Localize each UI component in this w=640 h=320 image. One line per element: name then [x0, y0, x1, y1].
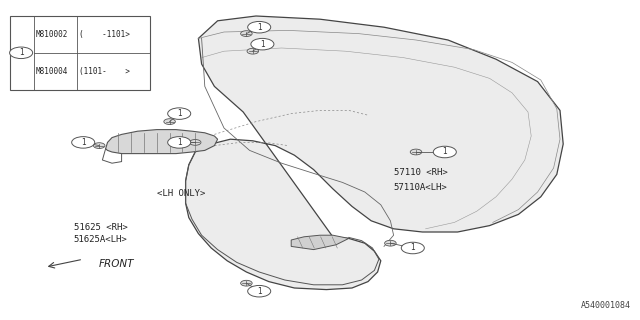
- Circle shape: [248, 285, 271, 297]
- Polygon shape: [106, 130, 218, 154]
- Circle shape: [164, 119, 175, 124]
- Text: 1: 1: [81, 138, 86, 147]
- Text: 1: 1: [410, 244, 415, 252]
- Text: 57110 <RH>: 57110 <RH>: [394, 168, 447, 177]
- Text: (1101-    >: (1101- >: [79, 67, 129, 76]
- Circle shape: [385, 240, 396, 246]
- Text: 1: 1: [257, 23, 262, 32]
- Text: (    -1101>: ( -1101>: [79, 30, 129, 39]
- Circle shape: [251, 38, 274, 50]
- Text: 1: 1: [260, 40, 265, 49]
- Text: M810002: M810002: [36, 30, 68, 39]
- Circle shape: [93, 143, 105, 148]
- Circle shape: [168, 108, 191, 119]
- Circle shape: [241, 31, 252, 36]
- Text: A540001084: A540001084: [580, 301, 630, 310]
- Text: 1: 1: [177, 138, 182, 147]
- Circle shape: [168, 137, 191, 148]
- Circle shape: [248, 21, 271, 33]
- Circle shape: [10, 47, 33, 59]
- Text: M810004: M810004: [36, 67, 68, 76]
- Text: 1: 1: [257, 287, 262, 296]
- Text: 51625 <RH>: 51625 <RH>: [74, 223, 127, 232]
- Text: 1: 1: [19, 48, 24, 57]
- Polygon shape: [291, 235, 349, 250]
- Circle shape: [401, 242, 424, 254]
- Text: 57110A<LH>: 57110A<LH>: [394, 183, 447, 192]
- Polygon shape: [186, 16, 563, 290]
- Text: FRONT: FRONT: [99, 259, 134, 269]
- Bar: [10, 16, 150, 90]
- Circle shape: [241, 280, 252, 286]
- Circle shape: [72, 137, 95, 148]
- Circle shape: [247, 48, 259, 54]
- Text: 51625A<LH>: 51625A<LH>: [74, 236, 127, 244]
- Circle shape: [433, 146, 456, 158]
- Text: 1: 1: [442, 148, 447, 156]
- Text: <LH ONLY>: <LH ONLY>: [157, 189, 205, 198]
- Circle shape: [410, 149, 422, 155]
- Circle shape: [189, 140, 201, 145]
- Text: 1: 1: [177, 109, 182, 118]
